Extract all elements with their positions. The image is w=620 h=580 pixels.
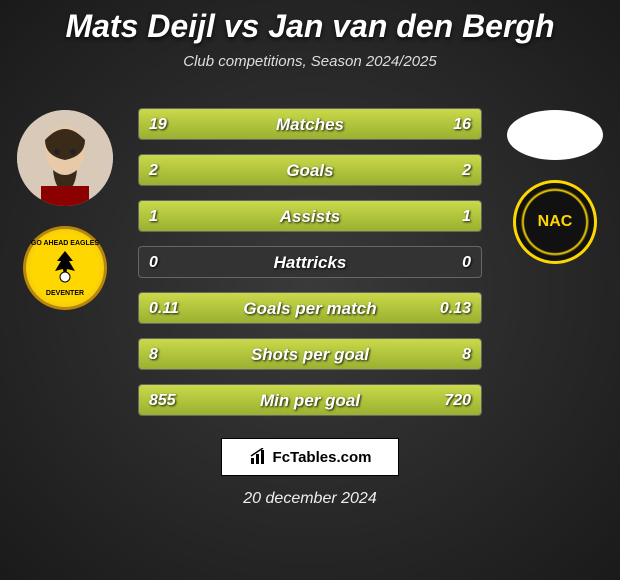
stat-label: Matches <box>139 109 481 140</box>
right-player-column: NAC <box>500 110 610 264</box>
player-left-avatar <box>17 110 113 206</box>
stat-label: Hattricks <box>139 247 481 278</box>
stat-row: 11Assists <box>138 200 482 232</box>
stat-row: 88Shots per goal <box>138 338 482 370</box>
player-right-club-badge: NAC <box>513 180 597 264</box>
player-right-avatar-blank <box>507 110 603 160</box>
avatar-placeholder-icon <box>17 110 113 206</box>
club-left-city: DEVENTER <box>31 290 99 297</box>
player-left-club-badge: GO AHEAD EAGLES DEVENTER <box>23 226 107 310</box>
stat-label: Goals <box>139 155 481 186</box>
club-right-name: NAC <box>538 213 573 231</box>
club-left-name: GO AHEAD EAGLES <box>31 240 99 247</box>
stat-label: Goals per match <box>139 293 481 324</box>
eagle-crest-icon <box>45 247 85 287</box>
stat-label: Assists <box>139 201 481 232</box>
stat-row: 22Goals <box>138 154 482 186</box>
page-title: Mats Deijl vs Jan van den Bergh <box>0 0 620 45</box>
footer-date: 20 december 2024 <box>0 490 620 508</box>
stat-label: Shots per goal <box>139 339 481 370</box>
left-player-column: GO AHEAD EAGLES DEVENTER <box>10 110 120 310</box>
stat-row: 855720Min per goal <box>138 384 482 416</box>
page-subtitle: Club competitions, Season 2024/2025 <box>0 53 620 70</box>
stat-row: 0.110.13Goals per match <box>138 292 482 324</box>
brand-text: FcTables.com <box>273 449 372 466</box>
chart-icon <box>249 448 269 466</box>
stat-row: 1916Matches <box>138 108 482 140</box>
stat-bars-container: 1916Matches 22Goals 11Assists 00Hattricks 0.… <box>138 100 482 416</box>
stat-row: 00Hattricks <box>138 246 482 278</box>
brand-logo: FcTables.com <box>221 438 399 476</box>
comparison-content: GO AHEAD EAGLES DEVENTER NAC 1916Matches… <box>0 100 620 416</box>
stat-label: Min per goal <box>139 385 481 416</box>
